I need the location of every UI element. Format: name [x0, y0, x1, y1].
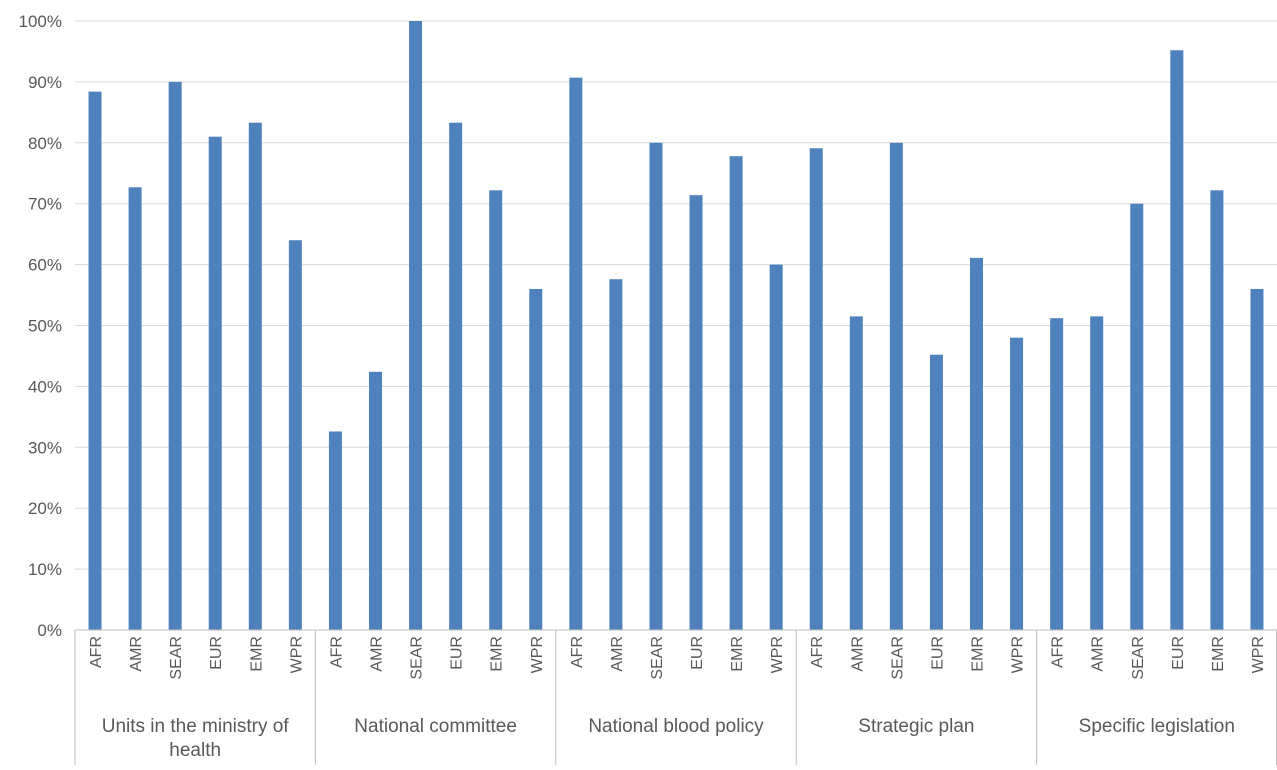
x-category-label: SEAR [649, 636, 666, 680]
bar [849, 316, 863, 630]
y-tick-label: 90% [28, 73, 62, 92]
x-category-label: SEAR [889, 636, 906, 680]
y-tick-label: 20% [28, 499, 62, 518]
x-group-label: Units in the ministry of health [102, 716, 290, 761]
bar [1050, 318, 1064, 630]
bar [128, 187, 142, 630]
bar [1250, 288, 1264, 630]
x-axis [74, 629, 1277, 765]
x-category-label: EUR [1170, 636, 1187, 670]
x-group-label: Specific legislation [1079, 716, 1235, 737]
x-category-label: EMR [729, 636, 746, 672]
x-category-label: AMR [128, 636, 145, 672]
bar [1090, 316, 1104, 630]
bar [809, 148, 823, 630]
bar [929, 354, 943, 630]
x-category-label: EMR [1210, 636, 1227, 672]
x-category-label: EUR [929, 636, 946, 670]
x-category-label: EUR [208, 636, 225, 670]
y-tick-label: 10% [28, 560, 62, 579]
bar [689, 195, 703, 630]
x-category-label: AFR [88, 636, 105, 668]
x-category-label: EMR [970, 636, 987, 672]
bar [609, 279, 623, 630]
x-axis-group-labels: Units in the ministry of health National c… [102, 716, 1235, 761]
x-category-label: WPR [1250, 636, 1267, 673]
y-tick-label: 70% [28, 195, 62, 214]
bar [369, 371, 382, 630]
bar [248, 122, 262, 630]
bar [288, 240, 302, 631]
x-category-label: AFR [809, 636, 826, 668]
y-tick-label: 0% [37, 621, 62, 640]
bar [529, 288, 543, 630]
bars [88, 21, 1264, 631]
x-group-label: National blood policy [588, 716, 764, 737]
x-category-label: AFR [1050, 636, 1067, 668]
bar [489, 190, 503, 630]
bar [970, 257, 983, 630]
y-tick-label: 60% [28, 256, 62, 275]
x-category-label: EUR [449, 636, 466, 670]
bar [1170, 50, 1184, 631]
x-category-label: EMR [489, 636, 506, 672]
x-group-label-line: health [169, 740, 221, 761]
bar [1130, 203, 1144, 630]
x-category-label: EUR [689, 636, 706, 670]
x-category-label: AMR [369, 636, 386, 672]
x-group-label: National committee [354, 716, 517, 737]
bar [208, 136, 222, 630]
x-category-label: WPR [529, 636, 546, 673]
x-group-label: Strategic plan [858, 716, 974, 737]
bar [569, 77, 583, 630]
bar [769, 264, 783, 630]
x-group-label-line: Units in the ministry of [102, 716, 290, 737]
y-tick-label: 40% [28, 377, 62, 396]
x-category-label: AFR [569, 636, 586, 668]
y-tick-label: 50% [28, 317, 62, 336]
x-category-label: WPR [288, 636, 305, 673]
x-category-label: SEAR [409, 636, 426, 680]
bar [889, 142, 903, 631]
x-category-label: AMR [609, 636, 626, 672]
gridlines [75, 20, 1277, 570]
x-category-label: EMR [248, 636, 265, 672]
x-category-label: WPR [769, 636, 786, 673]
x-category-label: WPR [1010, 636, 1027, 673]
x-category-label: SEAR [1130, 636, 1147, 680]
bar [409, 21, 423, 630]
y-tick-label: 80% [28, 134, 62, 153]
x-category-label: AMR [849, 636, 866, 672]
y-axis-tick-labels: 0% 10% 20% 30% 40% 50% 60% 70% 80% 90% 100% [19, 12, 62, 640]
bar [1010, 337, 1024, 630]
bar [729, 156, 743, 630]
bar [168, 81, 182, 630]
bar [649, 142, 663, 631]
x-axis-category-labels: AFR AMR SEAR EUR EMR WPR AFR AMR SEAR EUR EMR WPR AF… [88, 636, 1267, 680]
x-category-label: AMR [1090, 636, 1107, 672]
x-category-label: SEAR [168, 636, 185, 680]
bar [88, 91, 102, 631]
bar [449, 122, 463, 630]
x-category-label: AFR [328, 636, 345, 668]
y-tick-label: 30% [28, 438, 62, 457]
y-tick-label: 100% [19, 12, 62, 31]
bar [1210, 190, 1224, 630]
bar [328, 431, 342, 630]
